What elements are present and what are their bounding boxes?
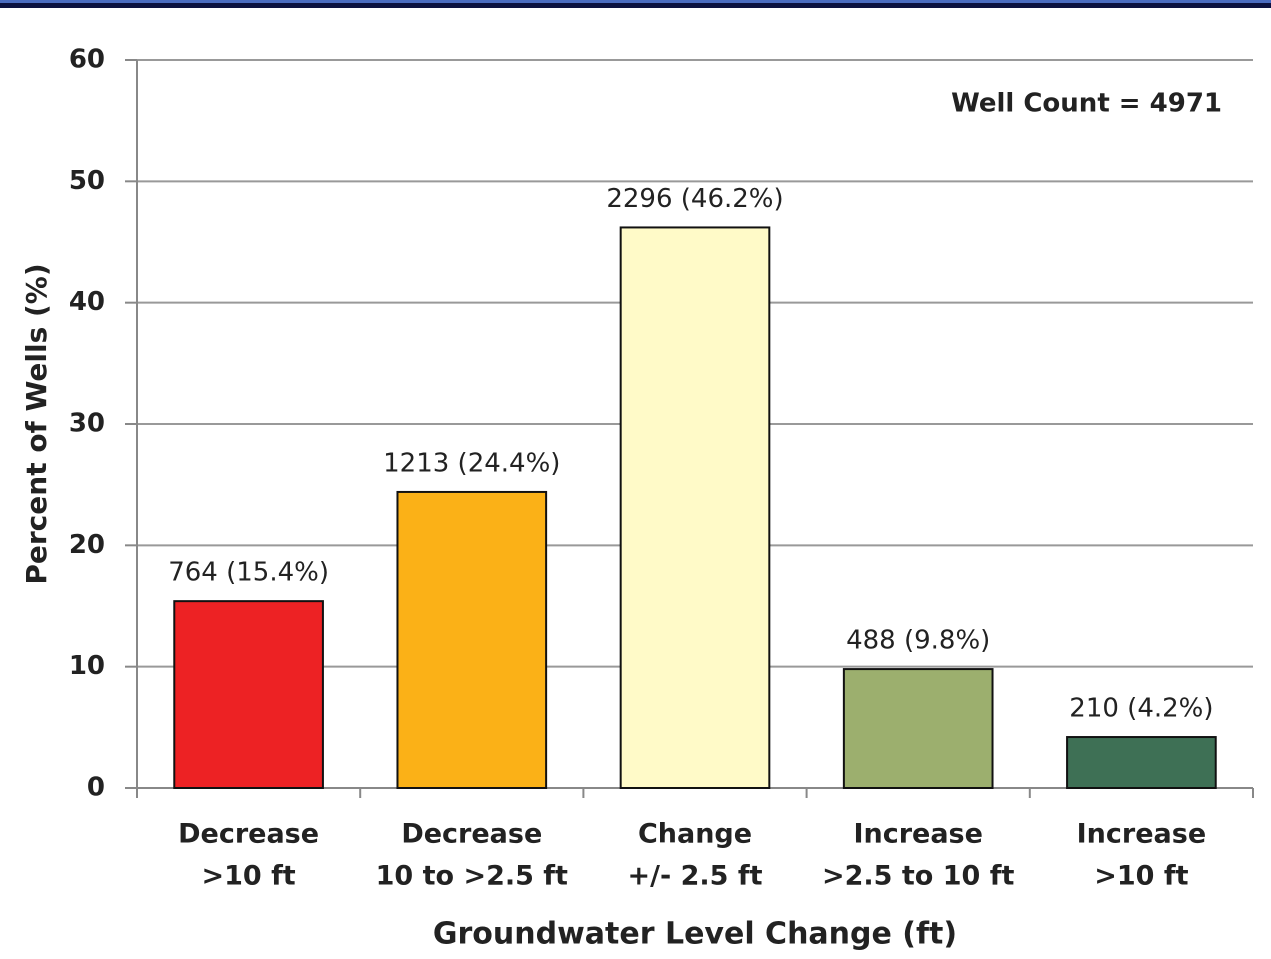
x-tick-label: Decrease: [401, 819, 542, 850]
y-tick-label: 10: [69, 651, 105, 681]
top-band: [0, 0, 1271, 3]
x-tick-label: Change: [638, 819, 752, 850]
y-tick-label: 40: [69, 287, 105, 317]
x-tick-label: 10 to >2.5 ft: [376, 861, 568, 892]
bar: [1066, 736, 1217, 789]
value-label: 488 (9.8%): [846, 626, 990, 656]
bar: [619, 226, 771, 789]
y-tick-label: 30: [69, 409, 105, 439]
y-tick-label: 0: [87, 773, 105, 803]
y-tick-label: 20: [69, 530, 105, 560]
y-axis-title: Percent of Wells (%): [20, 263, 53, 584]
bar: [396, 490, 548, 789]
value-label: 1213 (24.4%): [383, 448, 560, 478]
x-axis-title: Groundwater Level Change (ft): [433, 917, 957, 952]
annotation: Well Count = 4971: [951, 89, 1222, 119]
bar: [173, 600, 324, 789]
y-tick-label: 60: [69, 45, 105, 75]
x-tick-label: +/- 2.5 ft: [628, 861, 763, 892]
top-band-dark: [0, 3, 1271, 8]
x-tick-label: >2.5 to 10 ft: [822, 861, 1014, 892]
x-tick-label: >10 ft: [201, 861, 295, 892]
value-label: 764 (15.4%): [168, 558, 329, 588]
value-label: 210 (4.2%): [1069, 694, 1213, 724]
y-tick-label: 50: [69, 166, 105, 196]
x-tick-label: Increase: [1077, 819, 1207, 850]
x-tick-label: >10 ft: [1094, 861, 1188, 892]
bar: [842, 668, 994, 789]
x-tick-label: Decrease: [178, 819, 319, 850]
x-tick-label: Increase: [853, 819, 983, 850]
value-label: 2296 (46.2%): [606, 184, 783, 214]
